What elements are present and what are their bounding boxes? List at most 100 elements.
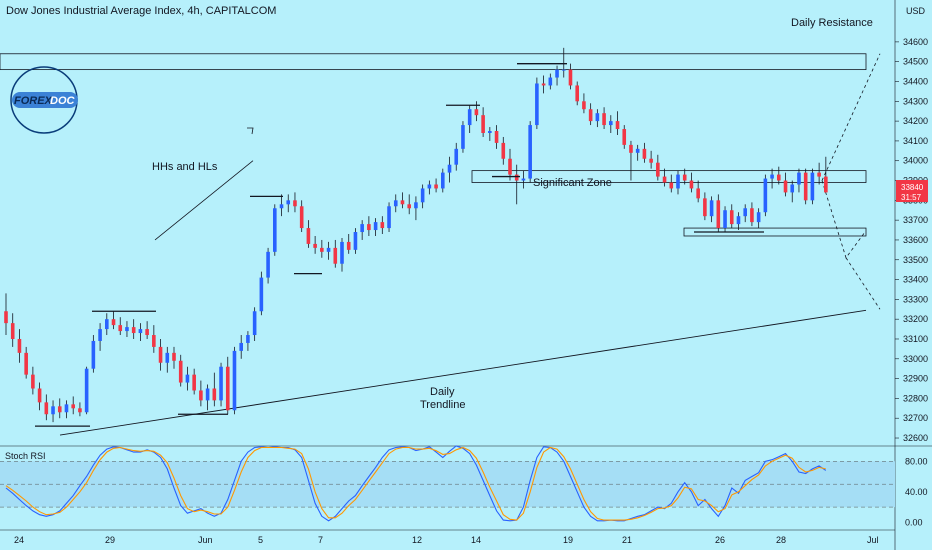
- candle[interactable]: [131, 319, 136, 339]
- candle[interactable]: [750, 202, 754, 227]
- candle[interactable]: [205, 384, 210, 411]
- candle[interactable]: [602, 107, 606, 130]
- candle[interactable]: [185, 366, 190, 391]
- candle[interactable]: [252, 307, 257, 341]
- candle[interactable]: [622, 125, 627, 149]
- candle[interactable]: [266, 247, 270, 284]
- candle[interactable]: [434, 178, 438, 193]
- candle[interactable]: [178, 354, 183, 387]
- candle[interactable]: [756, 208, 761, 229]
- candle[interactable]: [488, 127, 492, 141]
- candle[interactable]: [420, 184, 425, 209]
- candle[interactable]: [57, 398, 62, 419]
- candle[interactable]: [649, 150, 653, 169]
- candle[interactable]: [615, 111, 620, 135]
- candle[interactable]: [575, 81, 579, 106]
- candle[interactable]: [508, 148, 512, 181]
- candle[interactable]: [71, 396, 75, 415]
- candle[interactable]: [299, 200, 304, 233]
- candle[interactable]: [259, 271, 264, 316]
- candle[interactable]: [528, 121, 532, 183]
- candle[interactable]: [400, 192, 405, 209]
- candle[interactable]: [703, 192, 707, 221]
- candle[interactable]: [669, 174, 674, 193]
- candle[interactable]: [783, 172, 788, 197]
- candle[interactable]: [4, 293, 8, 336]
- candle[interactable]: [10, 313, 15, 347]
- candle[interactable]: [474, 101, 479, 122]
- candle[interactable]: [729, 204, 734, 229]
- candle[interactable]: [635, 144, 640, 161]
- candle[interactable]: [763, 174, 768, 217]
- candle[interactable]: [346, 234, 351, 254]
- candle[interactable]: [145, 321, 149, 339]
- candle[interactable]: [441, 168, 445, 193]
- candle[interactable]: [313, 235, 317, 254]
- candle[interactable]: [152, 325, 156, 353]
- candle[interactable]: [84, 366, 89, 415]
- candle[interactable]: [662, 168, 667, 187]
- candle[interactable]: [326, 241, 331, 260]
- candle[interactable]: [51, 400, 55, 423]
- candle[interactable]: [138, 323, 143, 341]
- candle[interactable]: [380, 216, 385, 235]
- candle[interactable]: [78, 402, 82, 417]
- candle[interactable]: [165, 346, 170, 373]
- candle[interactable]: [582, 93, 586, 114]
- candle[interactable]: [609, 115, 613, 133]
- candle[interactable]: [199, 380, 203, 407]
- candle[interactable]: [111, 311, 116, 330]
- candle[interactable]: [629, 140, 633, 181]
- candle[interactable]: [118, 317, 123, 336]
- candle[interactable]: [212, 372, 217, 407]
- candle[interactable]: [676, 170, 680, 195]
- candle[interactable]: [723, 206, 727, 233]
- candle[interactable]: [360, 220, 364, 240]
- candle[interactable]: [736, 212, 741, 231]
- candle[interactable]: [172, 346, 176, 369]
- candle[interactable]: [333, 239, 338, 268]
- candle[interactable]: [407, 194, 411, 215]
- candle[interactable]: [535, 77, 539, 130]
- candle[interactable]: [279, 194, 284, 217]
- candle[interactable]: [810, 168, 815, 205]
- candle[interactable]: [273, 204, 277, 256]
- candle[interactable]: [37, 382, 42, 411]
- candle[interactable]: [393, 194, 398, 213]
- candle[interactable]: [501, 136, 506, 165]
- candle[interactable]: [696, 180, 700, 203]
- candle[interactable]: [541, 75, 546, 94]
- candle[interactable]: [777, 166, 781, 185]
- candle[interactable]: [817, 162, 821, 185]
- candle[interactable]: [353, 228, 358, 254]
- candle[interactable]: [467, 105, 472, 133]
- candle[interactable]: [803, 168, 808, 205]
- candle[interactable]: [656, 154, 660, 181]
- candle[interactable]: [44, 394, 49, 421]
- candle[interactable]: [225, 356, 230, 415]
- candle[interactable]: [246, 331, 250, 351]
- candle[interactable]: [709, 196, 714, 223]
- candle[interactable]: [219, 362, 223, 407]
- candle[interactable]: [481, 107, 485, 137]
- candle[interactable]: [367, 216, 371, 236]
- candle[interactable]: [548, 73, 553, 90]
- candle[interactable]: [387, 202, 391, 233]
- candle[interactable]: [689, 172, 694, 193]
- candle[interactable]: [373, 218, 378, 236]
- candle[interactable]: [98, 323, 102, 351]
- candle[interactable]: [790, 180, 795, 203]
- candle[interactable]: [716, 194, 721, 233]
- candle[interactable]: [561, 47, 566, 78]
- candle[interactable]: [414, 196, 418, 221]
- candle[interactable]: [568, 63, 573, 90]
- candle[interactable]: [105, 313, 109, 336]
- candle[interactable]: [158, 338, 163, 371]
- candle[interactable]: [514, 164, 519, 205]
- candle[interactable]: [427, 180, 432, 195]
- candle[interactable]: [824, 156, 828, 193]
- candle[interactable]: [232, 346, 237, 415]
- candle[interactable]: [293, 192, 297, 213]
- candle[interactable]: [461, 121, 465, 153]
